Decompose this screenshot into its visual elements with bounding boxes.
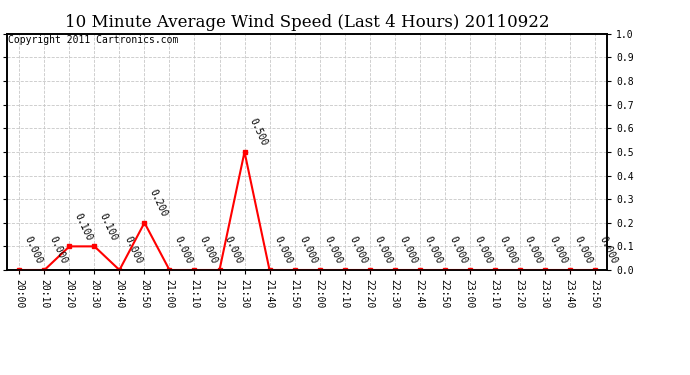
Text: Copyright 2011 Cartronics.com: Copyright 2011 Cartronics.com xyxy=(8,35,179,45)
Text: 0.000: 0.000 xyxy=(197,235,219,266)
Text: 0.000: 0.000 xyxy=(522,235,544,266)
Text: 0.000: 0.000 xyxy=(373,235,394,266)
Text: 0.000: 0.000 xyxy=(122,235,144,266)
Text: 0.000: 0.000 xyxy=(47,235,69,266)
Text: 0.000: 0.000 xyxy=(172,235,194,266)
Text: 0.000: 0.000 xyxy=(222,235,244,266)
Text: 0.500: 0.500 xyxy=(247,117,269,148)
Text: 0.000: 0.000 xyxy=(447,235,469,266)
Text: 0.000: 0.000 xyxy=(598,235,619,266)
Text: 0.000: 0.000 xyxy=(547,235,569,266)
Text: 0.000: 0.000 xyxy=(422,235,444,266)
Text: 0.000: 0.000 xyxy=(22,235,43,266)
Text: 0.100: 0.100 xyxy=(72,211,94,242)
Text: 0.000: 0.000 xyxy=(347,235,369,266)
Text: 0.000: 0.000 xyxy=(573,235,594,266)
Title: 10 Minute Average Wind Speed (Last 4 Hours) 20110922: 10 Minute Average Wind Speed (Last 4 Hou… xyxy=(65,14,549,31)
Text: 0.000: 0.000 xyxy=(297,235,319,266)
Text: 0.200: 0.200 xyxy=(147,188,169,219)
Text: 0.000: 0.000 xyxy=(397,235,419,266)
Text: 0.100: 0.100 xyxy=(97,211,119,242)
Text: 0.000: 0.000 xyxy=(273,235,294,266)
Text: 0.000: 0.000 xyxy=(473,235,494,266)
Text: 0.000: 0.000 xyxy=(497,235,519,266)
Text: 0.000: 0.000 xyxy=(322,235,344,266)
